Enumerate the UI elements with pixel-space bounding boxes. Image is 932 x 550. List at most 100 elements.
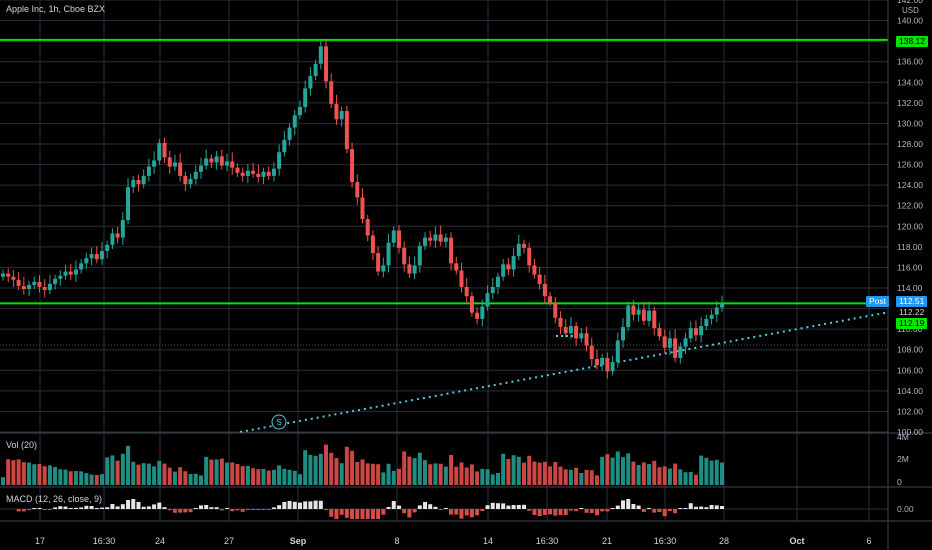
y-tick-label: 134.00 [897, 77, 923, 87]
volume-bar [485, 469, 490, 485]
candle-body [198, 165, 203, 172]
macd-bar [610, 508, 615, 509]
candle-body [454, 263, 459, 271]
candle-body [344, 111, 349, 150]
volume-bar [183, 471, 188, 485]
candle-body [126, 187, 131, 221]
macd-bar [386, 507, 391, 509]
candle-body [537, 274, 542, 284]
candle-body [47, 283, 52, 291]
volume-bar [501, 453, 506, 485]
volume-bars [1, 444, 724, 485]
candle-body [579, 333, 584, 339]
candle-body [662, 336, 667, 348]
macd-bar [699, 506, 704, 509]
trend-line [239, 311, 887, 433]
macd-bar [105, 507, 110, 509]
macd-bar [146, 506, 151, 509]
volume-bar [553, 462, 558, 485]
trend-line: S [239, 311, 887, 433]
macd-bar [636, 505, 641, 509]
y-tick-label: 118.00 [897, 242, 923, 252]
candle-body [490, 286, 495, 294]
candle-body [433, 234, 438, 241]
candle-body [214, 156, 219, 163]
volume-bar [152, 466, 157, 485]
volume-bar [516, 456, 521, 485]
macd-bar [657, 509, 662, 512]
volume-bar [172, 471, 177, 485]
candle-body [709, 314, 714, 319]
candle-body [693, 328, 698, 336]
macd-bar [256, 509, 261, 510]
macd-indicator-label[interactable]: MACD (12, 26, close, 9) [6, 494, 103, 504]
candle-body [324, 46, 329, 82]
volume-bar [391, 470, 396, 485]
macd-bar [193, 508, 198, 509]
candle-body [516, 243, 521, 257]
macd-tick-label: 0.00 [897, 504, 914, 514]
post-market-label: Post [866, 296, 890, 307]
macd-bar [324, 509, 329, 510]
macd-bar [631, 504, 636, 509]
volume-bar [136, 464, 141, 485]
y-tick-label: 104.00 [897, 386, 923, 396]
macd-bar [589, 509, 594, 513]
candle-body [318, 46, 323, 64]
macd-bar [21, 509, 26, 512]
candle-body [167, 157, 172, 167]
candle-body [527, 247, 532, 266]
macd-bar [511, 505, 516, 509]
macd-bar [709, 505, 714, 509]
volume-bar [297, 474, 302, 485]
macd-bar [584, 509, 589, 513]
macd-bar [579, 508, 584, 509]
x-tick-label: Sep [290, 536, 307, 546]
volume-bar [454, 466, 459, 485]
macd-bar [449, 509, 454, 515]
macd-bar [225, 508, 230, 509]
macd-bar [542, 509, 547, 515]
macd-bar [485, 505, 490, 509]
volume-bar [584, 469, 589, 485]
candle-body [641, 309, 646, 321]
volume-bar [6, 459, 11, 485]
volume-bar [230, 462, 235, 485]
macd-bar [47, 509, 52, 510]
volume-bar [621, 457, 626, 485]
horizontal-levels [0, 38, 888, 346]
macd-bar [209, 507, 214, 509]
macd-bar [157, 502, 162, 509]
volume-bar [568, 469, 573, 485]
x-tick-label: 6 [866, 536, 871, 546]
x-tick-label: 14 [483, 536, 493, 546]
macd-bar [647, 508, 652, 509]
macd-bar [370, 509, 375, 519]
candle-body [485, 293, 490, 307]
volume-bar [480, 468, 485, 485]
macd-bar [183, 509, 188, 513]
volume-indicator-label[interactable]: Vol (20) [6, 440, 38, 450]
volume-bar [469, 464, 474, 485]
last-price-tag: 112.22 [896, 307, 928, 318]
candle-body [605, 357, 610, 372]
candle-body [313, 63, 318, 77]
volume-bar [287, 469, 292, 485]
volume-bar [600, 456, 605, 485]
macd-bar [693, 506, 698, 509]
candle-body [152, 160, 157, 167]
candle-body [428, 237, 433, 241]
volume-bar [678, 469, 683, 485]
macd-bar [678, 508, 683, 509]
volume-bar [131, 461, 136, 485]
candle-body [704, 318, 709, 327]
macd-bar [360, 509, 365, 519]
macd-bar [490, 502, 495, 509]
candle-body [355, 182, 360, 198]
volume-bar [115, 460, 120, 485]
macd-bar [396, 505, 401, 509]
candle-body [146, 166, 151, 176]
volume-bar [662, 466, 667, 485]
volume-bar [449, 455, 454, 485]
